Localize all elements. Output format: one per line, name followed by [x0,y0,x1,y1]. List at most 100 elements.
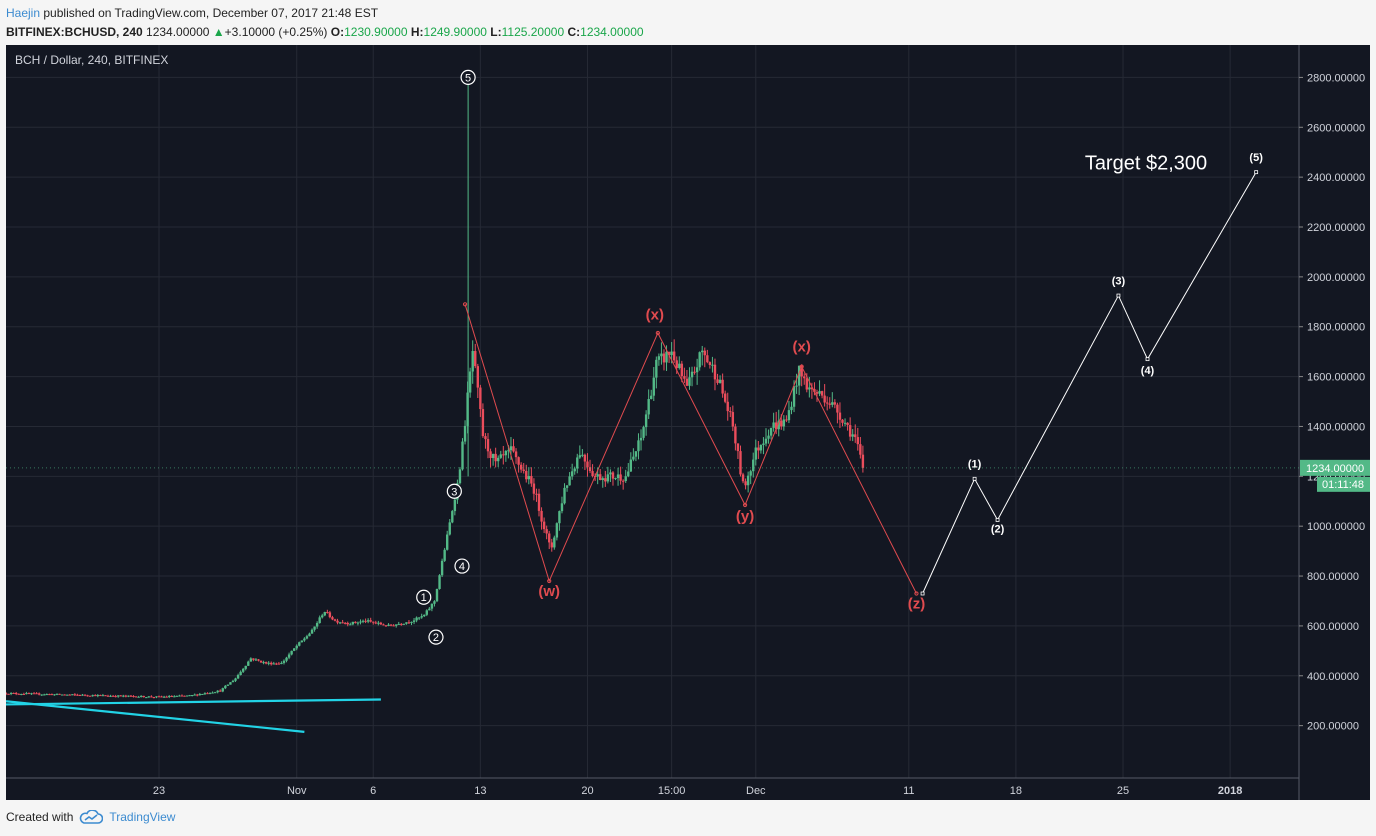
candle [512,438,515,453]
candle [359,619,362,625]
candle-body [861,454,865,468]
candle [703,347,706,368]
candle [374,620,377,625]
candle-body [739,451,742,475]
wave-label-corrective: (y) [736,508,754,525]
candle [356,621,360,626]
candle-body [420,616,423,618]
candle-body [226,684,230,686]
candle [17,693,20,695]
tradingview-link[interactable]: TradingView [79,810,175,824]
low-value: 1125.20000 [501,25,565,39]
candle [318,615,321,624]
candle-body [568,476,571,486]
candle-body [670,351,673,356]
candle-body [530,476,533,484]
grid-lines [6,45,1299,778]
candle-body [17,693,20,695]
candle-body [400,623,403,625]
candle-body [211,692,214,694]
candle [550,538,553,552]
candle [247,660,250,666]
candle [417,617,421,621]
candle [285,656,288,663]
candle-body [190,695,194,697]
candle-body [655,359,658,378]
candle-body [366,620,370,622]
candle [241,667,245,674]
candle-body [489,451,492,459]
candle-body [285,657,288,661]
candle [139,695,143,698]
candle [846,422,849,431]
chart-panel[interactable]: 2800.00000 2600.00000 2400.00000 2200.00000… [6,45,1370,800]
candle [71,694,74,696]
candle [841,419,844,427]
brand-label[interactable]: TradingView [109,810,176,824]
candle [486,433,490,459]
candle [185,695,189,697]
low-label: L: [490,25,502,39]
candle [497,455,500,467]
candle-body [512,446,515,452]
candle-body [175,695,179,697]
candle [9,692,13,696]
candle-body [247,661,250,666]
candle-body [846,422,849,426]
candle-body [336,620,339,623]
candle-body [644,414,648,428]
price-chart[interactable]: 2800.000002600.000002400.000002200.00000… [6,45,1370,800]
candle [563,483,566,505]
candle [859,436,862,459]
candle-body [76,694,79,696]
candle-body [836,404,839,413]
price-tick-label: 1800.00000 [1307,322,1365,334]
candle [379,621,383,625]
candle-body [647,399,650,415]
candle [384,625,388,627]
candle-body [537,493,541,511]
candle-body [652,377,655,396]
candle-body [683,376,686,379]
author-link[interactable]: Haejin [6,6,41,20]
candle-body [22,693,26,695]
candle-body [759,444,763,451]
time-tick-label: 6 [370,785,376,797]
candle [632,448,635,462]
candle [50,693,54,696]
candle-body [338,622,342,624]
high-label: H: [410,25,424,39]
candle-body [678,363,681,368]
candle [535,488,538,502]
candle-body [165,696,168,698]
candle [545,525,548,540]
candle-body [394,624,398,626]
candle [81,693,84,696]
candle [695,358,699,385]
candle-body [548,533,551,543]
publish-line: Haejin published on TradingView.com, Dec… [6,4,644,23]
candle-body [820,391,824,396]
candle [249,657,253,662]
candle-body [254,659,258,661]
created-with-text: Created with [6,810,74,824]
candle-body [825,402,829,404]
candle-body [392,625,395,627]
time-tick-label: 18 [1010,785,1022,797]
candle [382,623,385,626]
candle [446,530,449,551]
candle [303,637,306,642]
candle-body [73,694,77,696]
candle-body [453,499,457,512]
candle [803,373,806,385]
candle-body [122,695,125,697]
candle-body [129,695,133,697]
candle [854,424,857,443]
candle [754,439,757,466]
candle [527,467,531,485]
candle [634,451,638,462]
candle-body [596,474,599,477]
candle [188,694,191,697]
candle-body [139,695,143,697]
candle [578,445,582,459]
